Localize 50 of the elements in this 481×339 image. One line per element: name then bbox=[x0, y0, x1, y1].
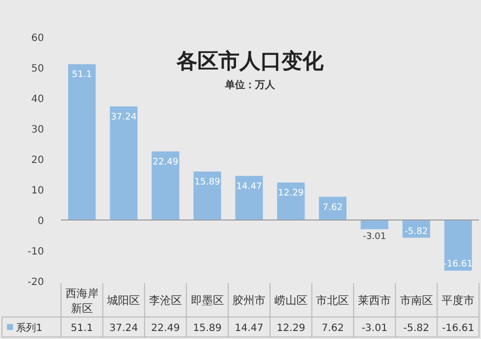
data-label: -5.82 bbox=[403, 323, 430, 334]
text: 12.29 bbox=[278, 188, 304, 199]
x-tick-label: 市南区 bbox=[400, 294, 433, 307]
data-label: -3.01 bbox=[362, 323, 388, 334]
data-label: 14.47 bbox=[234, 323, 264, 334]
bar bbox=[360, 220, 388, 230]
text: 各区市人口变化 bbox=[176, 49, 324, 73]
data-label: 7.62 bbox=[322, 323, 344, 334]
x-tick-label: 市北区 bbox=[316, 294, 350, 307]
data-label: 37.24 bbox=[109, 323, 138, 334]
x-tick-label: 平度市 bbox=[442, 294, 475, 307]
text: 7.62 bbox=[322, 202, 343, 213]
legend-label: 系列1 bbox=[16, 322, 42, 334]
y-tick-label: 50 bbox=[31, 64, 44, 74]
bar bbox=[444, 220, 472, 271]
text: 22.49 bbox=[152, 157, 178, 168]
text: 14.47 bbox=[236, 182, 262, 192]
text: 37.24 bbox=[110, 112, 137, 122]
x-tick-label: 胶州市 bbox=[232, 294, 266, 307]
bar bbox=[194, 172, 222, 220]
bar bbox=[277, 182, 305, 220]
bar bbox=[110, 106, 138, 220]
y-tick-label: -20 bbox=[28, 277, 44, 288]
x-tick-label: 城阳区 bbox=[106, 294, 140, 307]
y-tick-label: -10 bbox=[28, 246, 44, 258]
x-tick-label: 西海岸新区 bbox=[65, 287, 98, 315]
y-tick-label: 60 bbox=[31, 33, 44, 44]
bar bbox=[235, 176, 263, 220]
text: -3.01 bbox=[362, 232, 386, 242]
y-tick-label: 10 bbox=[31, 186, 44, 196]
text: 单位：万人 bbox=[224, 79, 276, 91]
x-tick-label: 莱西市 bbox=[358, 294, 391, 307]
text: 51.1 bbox=[72, 70, 92, 80]
y-tick-label: 40 bbox=[31, 94, 44, 105]
x-tick-label: 李沧区 bbox=[149, 294, 182, 307]
x-tick-label: 崂山区 bbox=[274, 294, 308, 307]
data-label: 51.1 bbox=[70, 323, 94, 334]
data-label: 22.49 bbox=[151, 323, 180, 334]
data-label: 15.89 bbox=[192, 323, 222, 334]
data-label: -16.61 bbox=[442, 323, 474, 334]
text: 15.89 bbox=[194, 178, 220, 188]
x-tick-label: 即墨区 bbox=[190, 294, 224, 307]
bar bbox=[152, 151, 180, 220]
data-label: 12.29 bbox=[276, 323, 306, 334]
text: -16.61 bbox=[444, 260, 473, 270]
y-tick-label: 0 bbox=[38, 216, 44, 227]
text: -5.82 bbox=[404, 226, 428, 237]
bar bbox=[68, 64, 96, 220]
y-tick-label: 30 bbox=[31, 124, 44, 136]
y-tick-label: 20 bbox=[31, 155, 44, 166]
